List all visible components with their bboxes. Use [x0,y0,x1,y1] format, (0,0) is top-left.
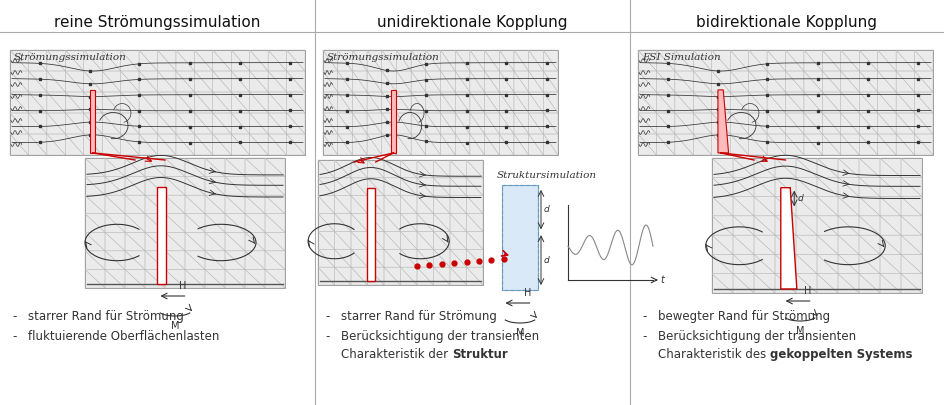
Text: starrer Rand für Strömung: starrer Rand für Strömung [28,310,184,323]
Text: M: M [171,321,179,331]
Text: -: - [325,330,329,343]
Text: Berücksichtigung der transienten: Berücksichtigung der transienten [341,330,539,343]
Text: -: - [12,330,16,343]
Text: Berücksichtigung der transienten: Berücksichtigung der transienten [657,330,855,343]
Bar [85,158,285,288]
Text: t: t [659,275,664,285]
Text: bewegter Rand für Strömung: bewegter Rand für Strömung [657,310,829,323]
Text: -: - [641,330,646,343]
Polygon shape [717,90,728,153]
Polygon shape [391,90,396,153]
Bar [323,50,557,155]
Polygon shape [780,188,796,289]
Text: Charakteristik der: Charakteristik der [341,348,451,361]
Bar [501,185,537,290]
Text: M: M [515,328,524,338]
Text: Struktursimulation: Struktursimulation [497,171,597,180]
Polygon shape [366,188,374,281]
Bar [711,158,921,293]
Text: H: H [178,281,186,291]
Text: Strömungssimulation: Strömungssimulation [14,53,126,62]
Text: d: d [544,205,549,214]
Text: gekoppelten Systems: gekoppelten Systems [769,348,912,361]
Text: -: - [12,310,16,323]
Text: bidirektionale Kopplung: bidirektionale Kopplung [696,15,877,30]
Text: -: - [641,310,646,323]
Text: Strömungssimulation: Strömungssimulation [327,53,439,62]
Bar [637,50,932,155]
Text: d: d [544,256,549,264]
Text: H: H [523,288,531,298]
Text: FSI Simulation: FSI Simulation [641,53,720,62]
Text: -: - [325,310,329,323]
Text: d: d [797,194,802,203]
Text: starrer Rand für Strömung: starrer Rand für Strömung [341,310,497,323]
Text: H: H [803,286,811,296]
Bar [501,185,537,290]
Bar [318,160,482,285]
Text: fluktuierende Oberflächenlasten: fluktuierende Oberflächenlasten [28,330,219,343]
Text: reine Strömungssimulation: reine Strömungssimulation [54,15,260,30]
Text: Charakteristik des: Charakteristik des [657,348,769,361]
Text: unidirektionale Kopplung: unidirektionale Kopplung [377,15,566,30]
Polygon shape [90,90,95,153]
Bar [10,50,305,155]
Polygon shape [157,187,165,284]
Text: M: M [795,326,803,336]
Text: Struktur: Struktur [451,348,507,361]
